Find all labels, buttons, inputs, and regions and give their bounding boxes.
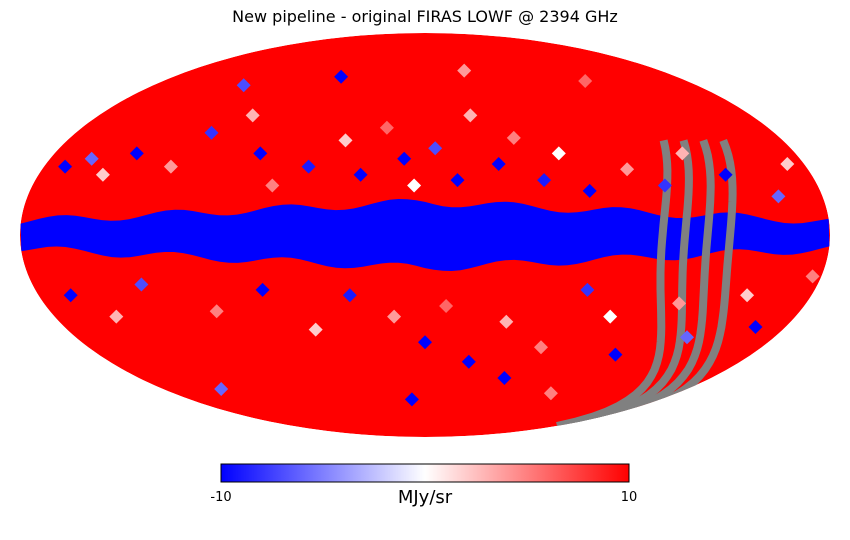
sky-pixel-18 xyxy=(491,157,506,171)
sky-pixel-42 xyxy=(534,340,548,355)
sky-pixel-41 xyxy=(497,371,512,385)
sky-pixel-22 xyxy=(582,183,597,198)
sky-pixel-4 xyxy=(163,159,178,174)
scatter-pixels xyxy=(58,63,820,407)
sky-pixel-26 xyxy=(718,167,733,182)
sky-pixel-57 xyxy=(214,382,229,396)
sky-pixel-33 xyxy=(255,282,270,297)
masked-stripe-0 xyxy=(578,138,737,430)
sky-pixel-10 xyxy=(338,133,353,148)
sky-pixel-39 xyxy=(461,354,476,369)
sky-pixel-55 xyxy=(404,392,419,407)
sky-pixel-40 xyxy=(499,314,514,329)
sky-pixel-34 xyxy=(308,322,323,337)
sky-pixel-21 xyxy=(551,146,566,161)
masked-pixel-stripes xyxy=(556,138,737,430)
sky-pixel-25 xyxy=(675,146,690,161)
sky-pixel-1 xyxy=(84,151,99,166)
sky-pixel-7 xyxy=(253,146,268,161)
sky-pixel-32 xyxy=(209,304,224,319)
sky-pixel-17 xyxy=(463,108,478,123)
sky-pixel-30 xyxy=(109,309,124,324)
sky-pixel-11 xyxy=(353,167,368,182)
sky-pixel-49 xyxy=(748,320,763,334)
sky-pixel-37 xyxy=(418,335,432,350)
sky-pixel-14 xyxy=(407,178,422,193)
sky-pixel-28 xyxy=(780,157,795,171)
sky-pixel-48 xyxy=(740,288,755,303)
masked-stripe-2 xyxy=(563,139,693,430)
sky-pixel-51 xyxy=(334,69,349,84)
colorbar: -10 10 MJy/sr xyxy=(210,463,638,508)
sky-pixel-31 xyxy=(134,277,149,292)
sky-pixel-3 xyxy=(129,146,144,161)
sky-pixel-19 xyxy=(506,130,521,145)
sky-pixel-16 xyxy=(450,173,465,188)
sky-pixel-38 xyxy=(439,299,454,313)
sky-pixel-0 xyxy=(58,159,73,174)
sky-pixel-52 xyxy=(457,63,472,78)
sky-pixel-45 xyxy=(608,347,623,362)
sky-pixel-9 xyxy=(301,159,316,174)
sky-pixel-8 xyxy=(265,178,280,193)
sky-pixel-36 xyxy=(387,309,402,324)
mollweide-map xyxy=(20,33,830,437)
masked-stripe-1 xyxy=(570,139,715,430)
sky-pixel-46 xyxy=(672,296,687,311)
colorbar-max-label: 10 xyxy=(621,490,638,505)
sky-pixel-24 xyxy=(657,178,672,193)
sky-pixel-27 xyxy=(771,189,786,204)
sky-pixel-20 xyxy=(537,173,552,188)
sky-pixel-43 xyxy=(580,282,595,297)
sky-pixel-5 xyxy=(204,125,219,140)
sky-pixel-2 xyxy=(95,167,110,182)
sky-pixel-13 xyxy=(397,151,412,166)
sky-pixel-56 xyxy=(543,386,558,401)
sky-pixel-50 xyxy=(805,269,820,284)
sky-pixel-53 xyxy=(236,78,251,93)
sky-pixel-6 xyxy=(245,108,260,123)
sky-pixel-35 xyxy=(342,288,357,303)
sky-pixel-29 xyxy=(63,288,78,303)
colorbar-min-label: -10 xyxy=(210,490,231,505)
sky-pixel-23 xyxy=(620,162,635,177)
galactic-plane-band xyxy=(20,199,830,271)
colorbar-gradient xyxy=(220,463,630,483)
chart-title: New pipeline - original FIRAS LOWF @ 239… xyxy=(232,7,618,26)
masked-stripe-3 xyxy=(556,139,672,430)
colorbar-unit-label: MJy/sr xyxy=(398,487,453,508)
sky-pixel-44 xyxy=(603,309,618,324)
sky-pixel-54 xyxy=(578,74,593,88)
sky-pixel-15 xyxy=(428,141,443,156)
sky-pixel-12 xyxy=(379,120,394,135)
sky-pixel-47 xyxy=(680,330,694,345)
